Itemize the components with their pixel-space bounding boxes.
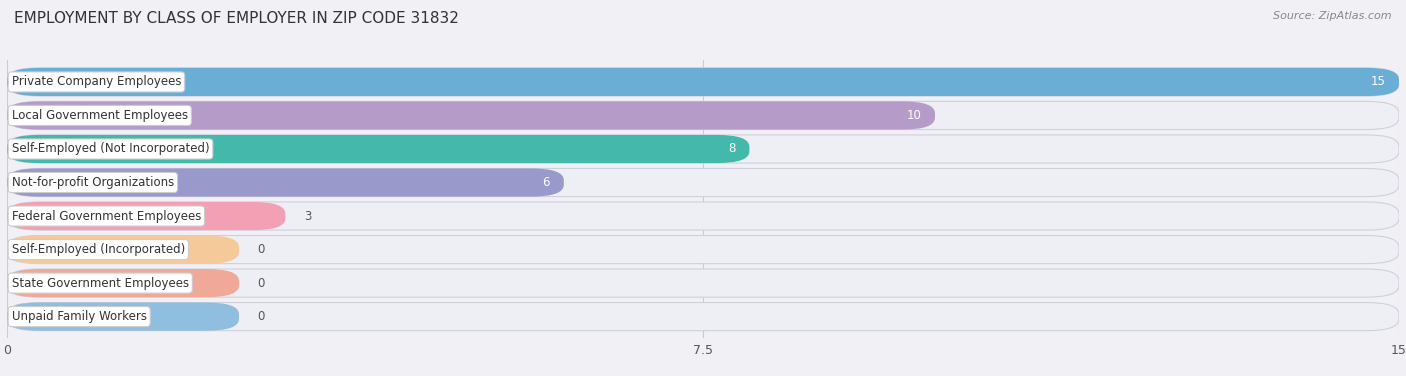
FancyBboxPatch shape bbox=[7, 168, 1399, 197]
FancyBboxPatch shape bbox=[7, 303, 239, 331]
Text: Self-Employed (Incorporated): Self-Employed (Incorporated) bbox=[11, 243, 186, 256]
FancyBboxPatch shape bbox=[7, 202, 285, 230]
Text: Private Company Employees: Private Company Employees bbox=[11, 76, 181, 88]
Text: Source: ZipAtlas.com: Source: ZipAtlas.com bbox=[1274, 11, 1392, 21]
FancyBboxPatch shape bbox=[7, 269, 239, 297]
Text: 3: 3 bbox=[304, 209, 311, 223]
Text: 8: 8 bbox=[728, 143, 735, 156]
Text: Self-Employed (Not Incorporated): Self-Employed (Not Incorporated) bbox=[11, 143, 209, 156]
Text: Not-for-profit Organizations: Not-for-profit Organizations bbox=[11, 176, 174, 189]
Text: State Government Employees: State Government Employees bbox=[11, 277, 188, 290]
FancyBboxPatch shape bbox=[7, 235, 1399, 264]
FancyBboxPatch shape bbox=[7, 235, 239, 264]
FancyBboxPatch shape bbox=[7, 135, 1399, 163]
Text: 0: 0 bbox=[257, 310, 264, 323]
Text: EMPLOYMENT BY CLASS OF EMPLOYER IN ZIP CODE 31832: EMPLOYMENT BY CLASS OF EMPLOYER IN ZIP C… bbox=[14, 11, 458, 26]
Text: 15: 15 bbox=[1371, 76, 1385, 88]
FancyBboxPatch shape bbox=[7, 102, 935, 130]
FancyBboxPatch shape bbox=[7, 135, 749, 163]
FancyBboxPatch shape bbox=[7, 68, 1399, 96]
Text: 0: 0 bbox=[257, 243, 264, 256]
FancyBboxPatch shape bbox=[7, 102, 1399, 130]
FancyBboxPatch shape bbox=[7, 68, 1399, 96]
Text: 6: 6 bbox=[543, 176, 550, 189]
Text: 10: 10 bbox=[907, 109, 921, 122]
FancyBboxPatch shape bbox=[7, 202, 1399, 230]
FancyBboxPatch shape bbox=[7, 168, 564, 197]
FancyBboxPatch shape bbox=[7, 269, 1399, 297]
Text: Local Government Employees: Local Government Employees bbox=[11, 109, 188, 122]
Text: 0: 0 bbox=[257, 277, 264, 290]
Text: Unpaid Family Workers: Unpaid Family Workers bbox=[11, 310, 146, 323]
FancyBboxPatch shape bbox=[7, 303, 1399, 331]
Text: Federal Government Employees: Federal Government Employees bbox=[11, 209, 201, 223]
